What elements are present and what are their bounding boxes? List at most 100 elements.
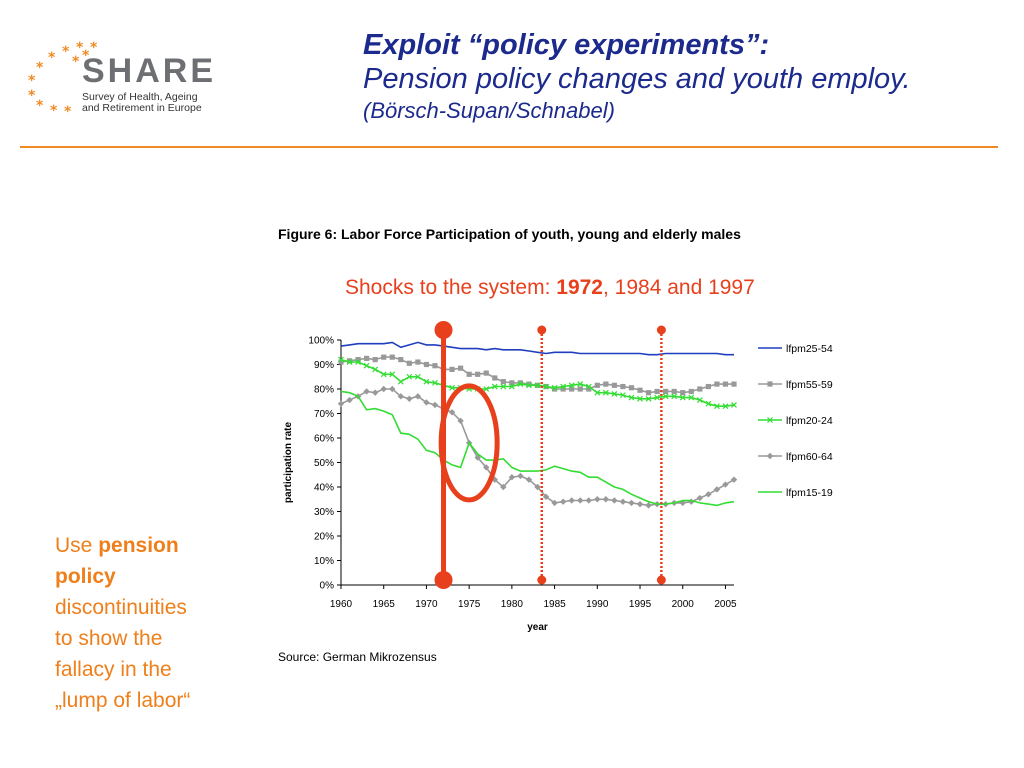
x-tick-label: 1990 <box>586 599 609 610</box>
y-tick-label: 80% <box>314 385 334 396</box>
point-lfpm20-24 <box>397 378 404 385</box>
point-lfpm55-59 <box>714 381 720 387</box>
point-lfpm20-24 <box>355 359 362 365</box>
point-lfpm55-59 <box>637 387 643 393</box>
svg-text:*: * <box>76 40 84 56</box>
point-lfpm20-24 <box>517 381 524 388</box>
shocks-caption: Shocks to the system: 1972, 1984 and 199… <box>345 276 755 300</box>
point-lfpm20-24 <box>372 366 379 373</box>
chart-svg: 0% 10% 20% 30% 40% 50% 60% 70% 80% 90% 100% 1960 196… <box>283 321 833 633</box>
x-tick-label: 1985 <box>543 599 566 610</box>
y-axis-label: participation rate <box>283 422 294 504</box>
point-lfpm55-59 <box>517 380 524 386</box>
side-note: Use pension policy discontinuities to sh… <box>55 530 245 716</box>
legend-marker <box>766 452 774 460</box>
point-lfpm55-59 <box>594 382 600 388</box>
point-lfpm55-59 <box>500 379 506 385</box>
legend-marker <box>767 381 773 387</box>
shocks-year-1972: 1972 <box>556 276 603 299</box>
x-tick-label: 1960 <box>330 599 353 610</box>
side-line4: to show the <box>55 627 163 650</box>
point-lfpm20-24 <box>449 384 455 391</box>
point-lfpm55-59 <box>483 370 489 376</box>
point-lfpm20-24 <box>551 384 558 391</box>
y-tick-label: 90% <box>314 360 334 371</box>
x-axis-label: year <box>527 622 548 633</box>
share-logo: * * * * * * * * * * * * SHARE Survey of Health, … <box>22 30 222 120</box>
point-lfpm20-24 <box>577 381 584 388</box>
point-lfpm20-24 <box>620 392 626 399</box>
point-lfpm55-59 <box>705 383 711 390</box>
point-lfpm60-64 <box>628 499 635 507</box>
point-lfpm20-24 <box>696 397 703 403</box>
y-tick-label: 40% <box>314 483 334 494</box>
point-lfpm60-64 <box>363 388 370 395</box>
shock-marker-bottom <box>656 575 666 585</box>
legend-marker <box>767 417 773 423</box>
point-lfpm20-24 <box>713 403 720 410</box>
point-lfpm20-24 <box>705 400 712 407</box>
svg-text:*: * <box>28 73 36 89</box>
point-lfpm20-24 <box>526 382 532 389</box>
point-lfpm55-59 <box>680 390 686 396</box>
point-lfpm55-59 <box>569 386 575 392</box>
point-lfpm55-59 <box>355 357 361 363</box>
point-lfpm55-59 <box>645 390 652 396</box>
point-lfpm60-64 <box>611 497 618 504</box>
legend-label: lfpm25-54 <box>786 343 833 355</box>
point-lfpm20-24 <box>731 402 737 408</box>
side-line3: discontinuities <box>55 596 187 619</box>
side-line1: Use pension <box>55 530 245 561</box>
x-tick-label: 1970 <box>415 599 438 610</box>
legend-label: lfpm60-64 <box>786 451 833 463</box>
point-lfpm55-59 <box>346 358 353 364</box>
point-lfpm55-59 <box>398 357 404 363</box>
point-lfpm55-59 <box>654 388 660 395</box>
point-lfpm60-64 <box>730 476 738 483</box>
point-lfpm55-59 <box>697 386 703 392</box>
shocks-rest: , 1984 and 1997 <box>602 276 755 299</box>
y-tick-label: 50% <box>314 458 334 469</box>
point-lfpm20-24 <box>346 359 353 365</box>
title-line1: Exploit “policy experiments”: <box>363 29 770 61</box>
point-lfpm60-64 <box>457 417 464 425</box>
point-lfpm60-64 <box>500 483 507 491</box>
point-lfpm20-24 <box>611 390 618 397</box>
point-lfpm60-64 <box>517 472 524 480</box>
lfp-chart: 0% 10% 20% 30% 40% 50% 60% 70% 80% 90% 100% 1960 196… <box>275 320 875 640</box>
x-tick-label: 1965 <box>373 599 396 610</box>
side-line2: policy <box>55 561 245 592</box>
logo-subtitle-line1: Survey of Health, Ageing <box>82 91 198 103</box>
svg-text:*: * <box>82 48 90 64</box>
series-line-lfpm25-54 <box>340 341 734 356</box>
point-lfpm55-59 <box>372 357 378 363</box>
source-note: Source: German Mikrozensus <box>278 650 437 664</box>
y-tick-label: 10% <box>314 556 334 567</box>
shock-marker-top <box>537 325 547 335</box>
x-tick-label: 1995 <box>629 599 652 610</box>
point-lfpm55-59 <box>671 388 677 395</box>
point-lfpm20-24 <box>628 394 635 401</box>
point-lfpm55-59 <box>577 386 583 392</box>
point-lfpm20-24 <box>389 371 396 378</box>
point-lfpm20-24 <box>637 395 643 402</box>
side-policy: policy <box>55 565 116 588</box>
point-lfpm55-59 <box>466 371 472 377</box>
point-lfpm60-64 <box>722 481 729 488</box>
point-lfpm60-64 <box>414 393 422 400</box>
point-lfpm55-59 <box>449 366 455 372</box>
point-lfpm55-59 <box>586 386 592 392</box>
point-lfpm60-64 <box>559 498 567 505</box>
shocks-prefix: Shocks to the system: <box>345 276 557 299</box>
point-lfpm60-64 <box>619 498 627 505</box>
svg-text:*: * <box>36 60 44 76</box>
point-lfpm55-59 <box>603 381 609 387</box>
point-lfpm20-24 <box>543 383 549 390</box>
star-ring-icon: *** *** * * * *** <box>28 40 98 120</box>
svg-text:*: * <box>64 104 72 120</box>
point-lfpm60-64 <box>636 500 644 508</box>
point-lfpm60-64 <box>483 464 490 471</box>
side-use: Use <box>55 534 99 557</box>
svg-text:*: * <box>62 44 70 60</box>
point-lfpm20-24 <box>671 393 678 400</box>
